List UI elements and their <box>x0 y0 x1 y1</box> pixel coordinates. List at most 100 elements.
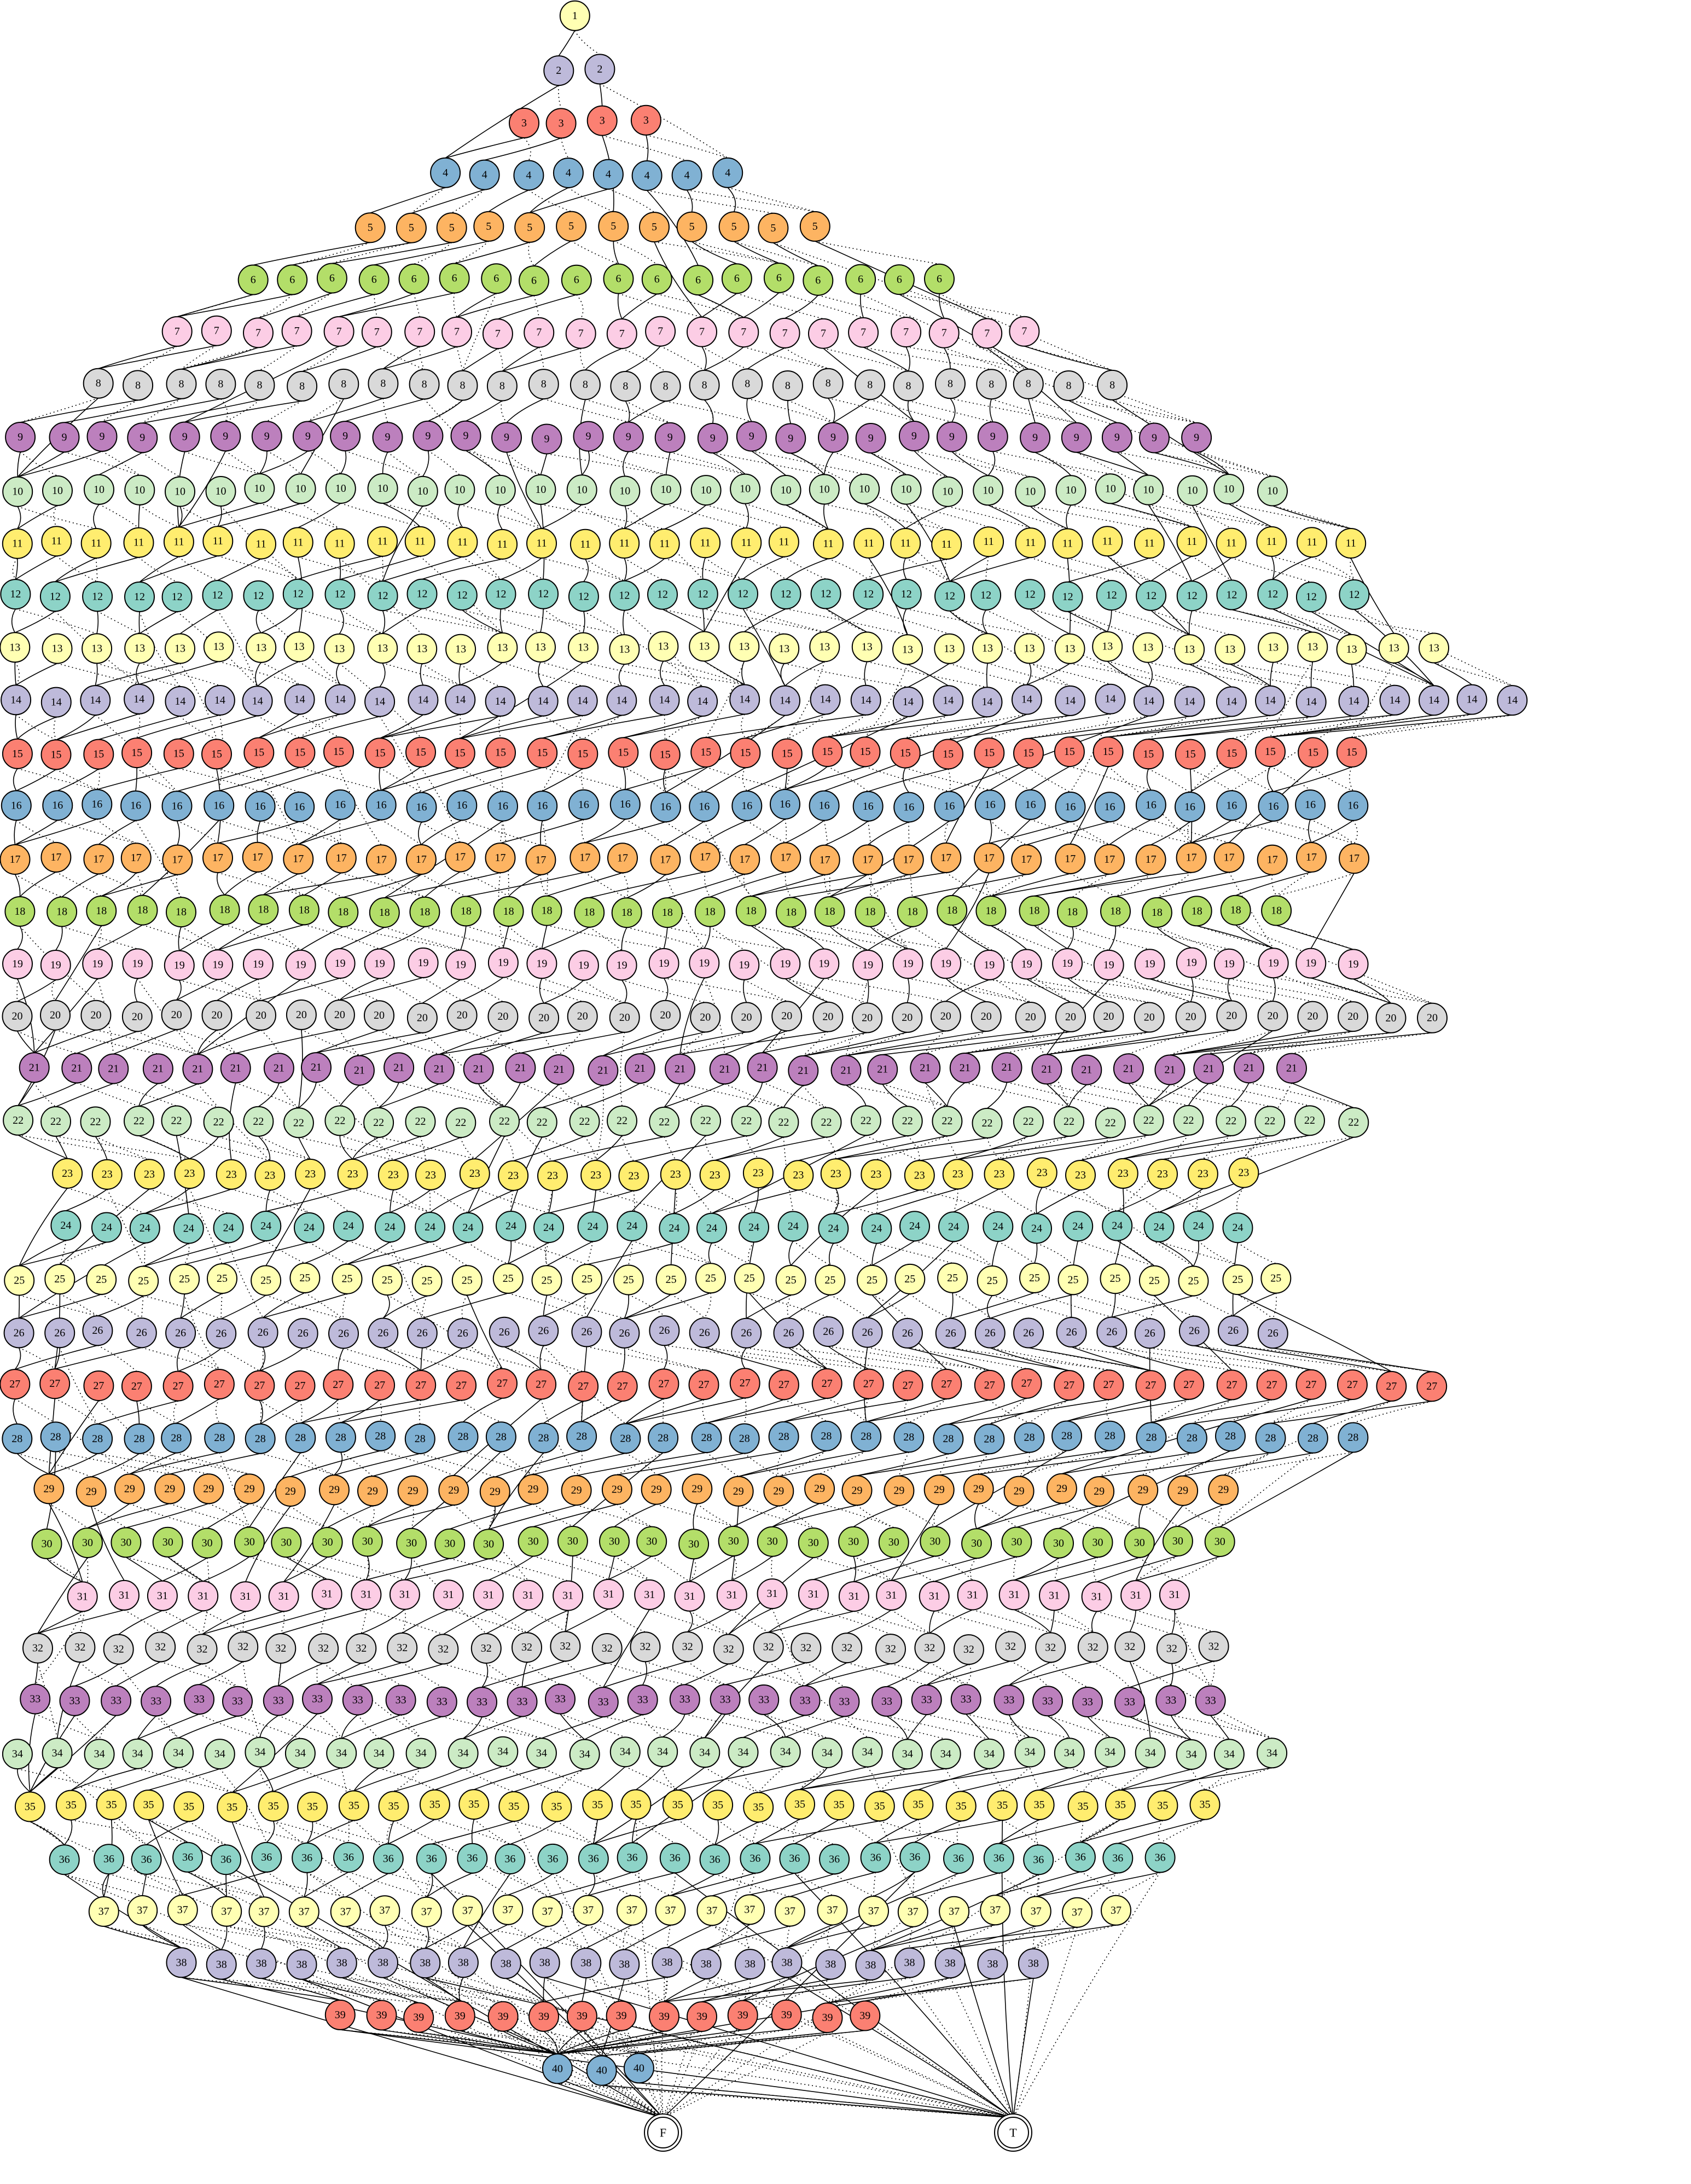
high-edge <box>170 1453 260 1475</box>
bdd-node-label: 8 <box>460 380 466 392</box>
low-edge <box>893 1556 935 1582</box>
bdd-node-level-16: 16 <box>120 790 152 821</box>
bdd-node-level-34: 34 <box>647 1736 678 1767</box>
high-edge <box>148 1819 183 1896</box>
high-edge <box>207 1503 250 1529</box>
bdd-node-label: 21 <box>554 1064 565 1076</box>
bdd-node-level-13: 13 <box>1419 632 1449 664</box>
bdd-node-level-14: 14 <box>527 686 559 717</box>
low-edge <box>824 874 830 897</box>
high-edge <box>19 1240 66 1267</box>
bdd-node-circle <box>121 737 153 769</box>
low-edge <box>97 611 140 634</box>
bdd-node-circle <box>770 578 801 609</box>
low-edge <box>55 611 140 685</box>
bdd-node-level-21: 21 <box>423 1054 455 1085</box>
bdd-node-level-24: 24 <box>1102 1210 1133 1241</box>
bdd-node-label: 29 <box>1177 1485 1188 1497</box>
bdd-node-level-14: 14 <box>324 684 356 715</box>
bdd-node-label: 20 <box>171 1009 182 1021</box>
high-edge <box>34 1663 38 1685</box>
high-edge <box>1030 506 1068 530</box>
bdd-node-level-19: 19 <box>202 949 234 980</box>
high-edge <box>624 504 666 529</box>
high-edge <box>142 1874 147 1896</box>
bdd-node-label: 29 <box>203 1483 214 1495</box>
high-edge <box>260 608 299 634</box>
bdd-node-circle <box>690 475 722 506</box>
bdd-node-label: 10 <box>295 483 306 495</box>
high-edge <box>138 504 141 528</box>
bdd-node-level-14: 14 <box>649 684 680 716</box>
bdd-node-circle <box>204 790 235 821</box>
bdd-node-circle <box>1061 422 1092 453</box>
bdd-node-level-32: 32 <box>1114 1631 1146 1662</box>
bdd-node-circle <box>284 684 315 715</box>
bdd-node-level-6: 6 <box>237 264 269 295</box>
bdd-node-level-9: 9 <box>775 423 806 454</box>
high-edge <box>305 1240 349 1264</box>
bdd-node-level-19: 19 <box>82 948 113 979</box>
bdd-node-label: 31 <box>1091 1590 1102 1602</box>
bdd-node-label: 13 <box>699 641 710 653</box>
low-edge <box>258 979 262 1001</box>
high-edge <box>656 1451 784 1476</box>
high-edge <box>964 1031 1149 1054</box>
high-edge <box>55 1136 68 1159</box>
bdd-node-level-24: 24 <box>577 1211 608 1242</box>
high-edge <box>1026 663 1032 686</box>
bdd-node-label: 22 <box>1143 1114 1154 1126</box>
high-edge <box>860 294 864 318</box>
low-edge <box>379 1030 440 1055</box>
bdd-node-level-32: 32 <box>265 1633 297 1664</box>
bdd-node-label: 21 <box>1203 1063 1214 1075</box>
bdd-node-label: 25 <box>786 1274 797 1286</box>
high-edge <box>520 1032 625 1054</box>
high-edge <box>265 1190 271 1212</box>
low-edge <box>341 872 425 898</box>
bdd-node-label: 26 <box>1023 1327 1034 1339</box>
high-edge <box>1135 1505 1183 1581</box>
high-edge <box>824 821 869 846</box>
bdd-node-label: 10 <box>94 484 104 496</box>
bdd-node-label: 19 <box>818 958 829 970</box>
high-edge <box>665 715 786 793</box>
low-edge <box>583 979 625 1003</box>
low-edge <box>225 1874 346 1898</box>
low-edge <box>1351 663 1394 738</box>
bdd-node-label: 33 <box>69 1695 80 1707</box>
bdd-node-label: 24 <box>1072 1220 1083 1232</box>
low-edge <box>218 555 299 580</box>
high-edge <box>468 1190 514 1213</box>
low-edge <box>1024 345 1113 371</box>
high-edge <box>654 241 702 318</box>
low-edge <box>572 1555 650 1581</box>
bdd-node-level-33: 33 <box>1155 1685 1187 1716</box>
bdd-node-label: 5 <box>770 222 776 234</box>
bdd-node-level-30: 30 <box>271 1527 302 1558</box>
high-edge <box>1208 1032 1433 1055</box>
bdd-node-level-25: 25 <box>775 1265 806 1296</box>
high-edge <box>304 1926 342 1949</box>
bdd-node-circle <box>481 263 512 294</box>
bdd-node-level-26: 26 <box>44 1317 75 1349</box>
bdd-node-label: 13 <box>416 643 427 655</box>
low-edge <box>299 1400 303 1424</box>
bdd-node-level-20: 20 <box>364 1000 394 1031</box>
low-edge <box>1243 1136 1354 1159</box>
high-edge <box>54 1347 60 1369</box>
low-edge <box>833 1188 838 1214</box>
bdd-node-label: 11 <box>1062 538 1073 550</box>
high-edge <box>976 1505 1020 1529</box>
bdd-node-circle <box>482 318 513 350</box>
low-edge <box>706 504 785 528</box>
high-edge <box>508 874 541 897</box>
low-edge <box>53 505 58 527</box>
bdd-node-level-31: 31 <box>188 1581 219 1612</box>
bdd-node-label: 17 <box>700 851 711 863</box>
low-edge <box>95 557 98 582</box>
high-edge <box>1229 664 1271 687</box>
bdd-node-level-25: 25 <box>289 1262 321 1293</box>
high-edge <box>460 715 543 739</box>
high-edge <box>30 1767 58 1793</box>
